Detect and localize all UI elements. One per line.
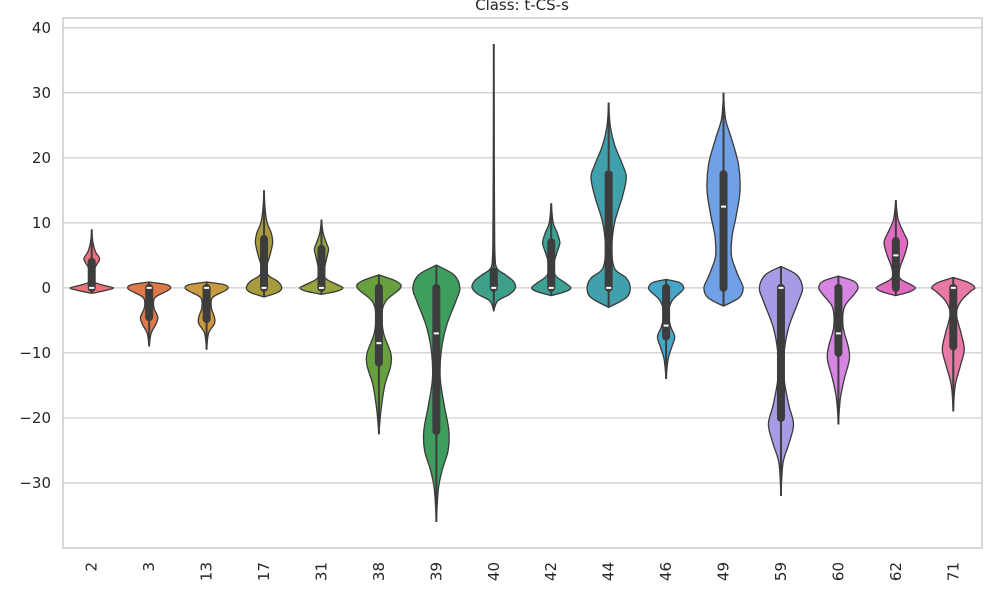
violin-44 bbox=[586, 102, 631, 309]
y-tick-label: −30 bbox=[19, 474, 51, 492]
x-tick-label: 13 bbox=[198, 562, 216, 581]
violin-40 bbox=[471, 44, 517, 313]
axes-frame bbox=[62, 17, 983, 549]
y-tick-labels: −30 −20 −10 0 10 20 30 40 bbox=[19, 19, 51, 492]
x-tick-label: 49 bbox=[715, 562, 733, 581]
x-tick-label: 60 bbox=[829, 562, 847, 581]
violin-31 bbox=[299, 219, 344, 296]
violin-39 bbox=[412, 264, 461, 523]
y-tick-label: 40 bbox=[32, 19, 51, 37]
y-tick-label: −20 bbox=[19, 409, 51, 427]
y-tick-label: 0 bbox=[41, 279, 51, 297]
x-tick-label: 44 bbox=[600, 562, 618, 581]
violin-59 bbox=[758, 265, 804, 497]
chart-title: Class: t-CS-s bbox=[475, 0, 569, 14]
x-tick-label: 39 bbox=[427, 562, 445, 581]
x-tick-label: 62 bbox=[887, 562, 905, 581]
violins-group bbox=[69, 44, 976, 523]
y-tick-label: 20 bbox=[32, 149, 51, 167]
x-tick-label: 38 bbox=[370, 562, 388, 581]
y-tick-label: 30 bbox=[32, 84, 51, 102]
y-tick-label: 10 bbox=[32, 214, 51, 232]
violin-42 bbox=[530, 203, 572, 297]
violin-46 bbox=[647, 278, 685, 379]
x-tick-label: 17 bbox=[255, 562, 273, 581]
x-tick-label: 42 bbox=[542, 562, 560, 581]
violin-38 bbox=[356, 274, 402, 435]
x-tick-label: 46 bbox=[657, 562, 675, 581]
violin-71 bbox=[931, 276, 976, 412]
plot-frame bbox=[62, 17, 983, 549]
violin-2 bbox=[69, 229, 114, 294]
x-tick-label: 2 bbox=[83, 562, 101, 572]
x-tick-label: 3 bbox=[140, 562, 158, 572]
violin-60 bbox=[818, 275, 859, 425]
x-tick-label: 40 bbox=[485, 562, 503, 581]
violin-13 bbox=[184, 281, 229, 350]
x-tick-label: 31 bbox=[312, 562, 330, 581]
x-tick-label: 71 bbox=[944, 562, 962, 581]
x-tick-labels: 2 3 13 17 31 38 39 40 42 44 46 49 59 60 62 71 bbox=[83, 562, 963, 581]
y-tick-label: −10 bbox=[19, 344, 51, 362]
violin-62 bbox=[875, 200, 917, 297]
violin-3 bbox=[126, 281, 172, 347]
violin-17 bbox=[245, 190, 283, 298]
violin-49 bbox=[703, 92, 744, 307]
x-tick-label: 59 bbox=[772, 562, 790, 581]
grid-lines bbox=[63, 27, 982, 484]
